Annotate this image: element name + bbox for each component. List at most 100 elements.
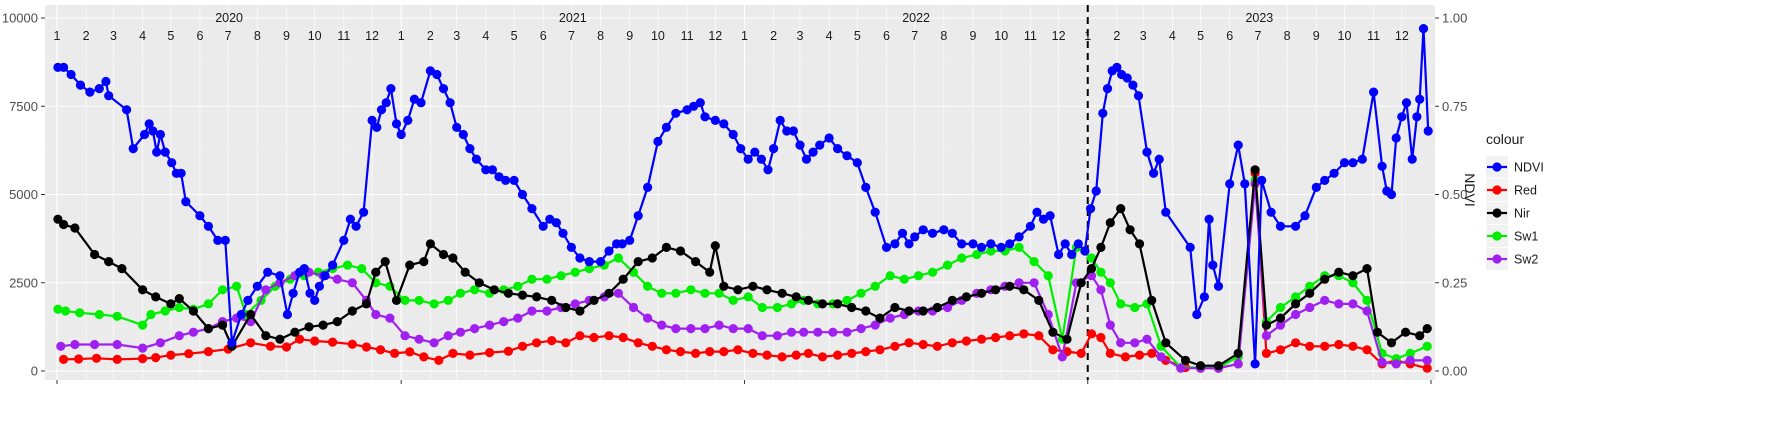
data-point-ndvi (59, 62, 69, 72)
data-point-nir (976, 288, 987, 298)
data-point-nir (1086, 264, 1097, 274)
data-point-ndvi (833, 144, 843, 154)
data-point-red (1105, 348, 1115, 358)
year-label: 2020 (215, 11, 243, 25)
month-label: 2 (427, 29, 434, 43)
data-point-sw1 (1362, 295, 1372, 305)
data-point-ndvi (386, 84, 396, 94)
data-point-ndvi (403, 115, 413, 125)
data-point-red (604, 331, 614, 341)
month-label: 8 (1284, 29, 1291, 43)
data-point-nir (847, 302, 857, 313)
data-point-ndvi (1133, 91, 1144, 101)
data-point-sw2 (1405, 355, 1415, 365)
legend-key-sw2 (1486, 248, 1508, 270)
data-point-red (561, 338, 571, 348)
data-point-nir (151, 292, 161, 302)
month-label: 5 (167, 29, 174, 43)
data-point-nir (1348, 271, 1358, 281)
data-point-ndvi (551, 218, 562, 228)
data-point-nir (947, 295, 957, 305)
data-point-nir (90, 249, 100, 260)
data-point-sw1 (1422, 341, 1432, 351)
legend-label-sw1: Sw1 (1514, 230, 1538, 244)
data-point-sw1 (1029, 257, 1039, 267)
data-point-ndvi (801, 154, 812, 164)
data-point-nir (1196, 361, 1206, 371)
data-point-sw1 (1348, 278, 1358, 288)
data-point-sw1 (455, 288, 466, 298)
data-point-ndvi (432, 69, 442, 80)
data-point-nir (1048, 327, 1058, 337)
data-point-nir (604, 288, 614, 298)
data-point-sw1 (75, 308, 85, 318)
month-label: 2 (83, 29, 90, 43)
data-point-red (1096, 332, 1106, 343)
data-point-nir (1362, 264, 1372, 274)
data-point-red (705, 347, 715, 357)
month-label: 5 (854, 29, 861, 43)
data-point-ndvi (1311, 182, 1321, 192)
data-point-sw2 (671, 324, 681, 334)
data-point-sw1 (700, 288, 710, 298)
data-point-red (777, 352, 787, 362)
data-point-nir (1096, 242, 1106, 252)
data-point-sw1 (786, 299, 797, 309)
data-point-nir (1320, 274, 1330, 284)
data-point-sw2 (1116, 338, 1126, 348)
data-point-ndvi (445, 98, 455, 108)
data-point-sw1 (714, 288, 724, 298)
month-label: 8 (254, 29, 261, 43)
data-point-red (947, 338, 957, 348)
right-axis-tick-label: 0.50 (1442, 187, 1467, 202)
data-point-nir (425, 239, 435, 249)
data-point-nir (890, 302, 900, 313)
data-point-red (112, 354, 122, 364)
data-point-red (847, 348, 857, 358)
month-label: 8 (597, 29, 604, 43)
data-point-ndvi (487, 165, 497, 175)
data-point-sw1 (414, 295, 424, 305)
data-point-sw1 (686, 285, 696, 295)
data-point-ndvi (1320, 175, 1330, 185)
data-point-ndvi (299, 264, 309, 274)
data-point-ndvi (104, 91, 114, 101)
data-point-sw2 (1105, 320, 1115, 330)
left-y-axis: 0 2500 5000 7500 10000 (2, 11, 45, 379)
data-point-sw2 (1362, 306, 1372, 316)
month-label: 7 (1254, 29, 1261, 43)
data-point-ndvi (782, 126, 792, 136)
data-point-nir (1275, 313, 1286, 323)
data-point-sw1 (1275, 302, 1286, 313)
data-point-sw2 (1377, 357, 1387, 367)
data-point-ndvi (1407, 154, 1417, 164)
data-point-sw2 (371, 309, 381, 320)
data-point-ndvi (305, 288, 315, 298)
legend-key-point (1492, 254, 1502, 264)
data-point-ndvi (918, 225, 928, 235)
data-point-nir (517, 290, 528, 300)
data-point-red (618, 332, 628, 343)
data-point-ndvi (904, 239, 914, 249)
month-label: 12 (365, 29, 379, 43)
data-point-ndvi (1045, 211, 1055, 221)
data-point-nir (710, 241, 720, 251)
data-point-red (932, 341, 942, 351)
data-point-nir (419, 257, 429, 267)
data-point-ndvi (160, 147, 170, 157)
data-point-ndvi (351, 221, 361, 231)
data-point-sw2 (1275, 320, 1286, 330)
data-point-ndvi (243, 295, 253, 305)
data-point-ndvi (1067, 249, 1077, 260)
data-point-ndvi (584, 257, 594, 267)
month-label: 6 (540, 29, 547, 43)
month-label: 9 (626, 29, 633, 43)
data-point-ndvi (1257, 175, 1267, 185)
data-point-nir (691, 257, 701, 267)
data-point-sw1 (972, 249, 982, 260)
data-point-sw1 (743, 292, 753, 302)
data-point-nir (1180, 355, 1191, 365)
data-point-ndvi (852, 158, 862, 168)
data-point-red (184, 349, 194, 359)
data-point-red (1019, 329, 1029, 339)
